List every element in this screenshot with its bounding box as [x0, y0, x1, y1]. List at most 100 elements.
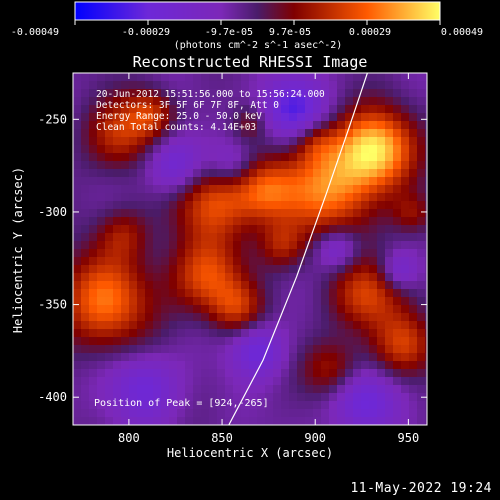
heatmap-cell [97, 169, 106, 178]
heatmap-cell [353, 209, 362, 218]
heatmap-cell [129, 217, 138, 226]
heatmap-cell [385, 329, 394, 338]
heatmap-cell [161, 201, 170, 210]
heatmap-cell [89, 321, 98, 330]
heatmap-cell [89, 153, 98, 162]
heatmap-cell [193, 169, 202, 178]
colorbar-unit-label: (photons cm^-2 s^-1 asec^-2) [174, 40, 343, 51]
heatmap-cell [193, 289, 202, 298]
heatmap-cell [97, 129, 106, 138]
heatmap-cell [217, 401, 226, 410]
heatmap-cell [185, 97, 194, 106]
heatmap-cell [329, 265, 338, 274]
heatmap-cell [353, 193, 362, 202]
heatmap-cell [401, 313, 410, 322]
heatmap-cell [401, 329, 410, 338]
heatmap-cell [161, 361, 170, 370]
heatmap-cell [329, 105, 338, 114]
heatmap-cell [185, 273, 194, 282]
footer-timestamp: 11-May-2022 19:24 [350, 481, 492, 496]
heatmap-cell [225, 249, 234, 258]
heatmap-cell [121, 345, 130, 354]
heatmap-cell [353, 177, 362, 186]
heatmap-cell [289, 353, 298, 362]
heatmap-cell [393, 217, 402, 226]
heatmap-cell [113, 385, 122, 394]
heatmap-cell [121, 369, 130, 378]
heatmap-cell [249, 265, 258, 274]
heatmap-cell [353, 265, 362, 274]
heatmap-cell [73, 401, 82, 410]
heatmap-cell [137, 281, 146, 290]
heatmap-cell [265, 337, 274, 346]
heatmap-cell [225, 297, 234, 306]
heatmap-cell [169, 145, 178, 154]
heatmap-cell [417, 225, 426, 234]
heatmap-cell [321, 273, 330, 282]
heatmap-cell [73, 337, 82, 346]
heatmap-cell [409, 97, 418, 106]
heatmap-cell [217, 361, 226, 370]
heatmap-cell [369, 385, 378, 394]
heatmap-cell [305, 201, 314, 210]
heatmap-cell [137, 161, 146, 170]
heatmap-cell [401, 409, 410, 418]
heatmap-cell [289, 273, 298, 282]
heatmap-cell [129, 313, 138, 322]
heatmap-cell [345, 345, 354, 354]
heatmap-cell [129, 177, 138, 186]
heatmap-cell [137, 265, 146, 274]
heatmap-cell [241, 289, 250, 298]
heatmap-cell [233, 97, 242, 106]
heatmap-cell [289, 201, 298, 210]
heatmap-cell [321, 177, 330, 186]
heatmap-cell [361, 273, 370, 282]
heatmap-cell [129, 97, 138, 106]
heatmap-cell [217, 297, 226, 306]
heatmap-cell [97, 361, 106, 370]
heatmap-cell [217, 89, 226, 98]
heatmap-cell [369, 233, 378, 242]
heatmap-cell [105, 177, 114, 186]
heatmap-cell [385, 81, 394, 90]
heatmap-cell [425, 321, 427, 330]
heatmap-cell [209, 217, 218, 226]
heatmap-cell [217, 393, 226, 402]
heatmap-cell [161, 289, 170, 298]
heatmap-cell [153, 249, 162, 258]
heatmap-cell [97, 297, 106, 306]
x-axis-tick-label: 950 [398, 431, 420, 445]
heatmap-cell [353, 121, 362, 130]
heatmap-cell [353, 313, 362, 322]
heatmap-cell [401, 377, 410, 386]
heatmap-cell [169, 217, 178, 226]
heatmap-cell [185, 121, 194, 130]
heatmap-cell [113, 281, 122, 290]
heatmap-cell [281, 185, 290, 194]
heatmap-cell [193, 361, 202, 370]
heatmap-cell [249, 313, 258, 322]
annotation-total-counts: Clean Total counts: 4.14E+03 [96, 122, 256, 133]
heatmap-cell [97, 233, 106, 242]
heatmap-cell [201, 337, 210, 346]
heatmap-cell [337, 169, 346, 178]
heatmap-cell [353, 393, 362, 402]
heatmap-cell [353, 329, 362, 338]
heatmap-cell [289, 81, 298, 90]
heatmap-cell [249, 369, 258, 378]
heatmap-cell [321, 129, 330, 138]
heatmap-cell [145, 73, 154, 82]
heatmap-cell [305, 233, 314, 242]
heatmap-cell [329, 121, 338, 130]
heatmap-cell [185, 105, 194, 114]
heatmap-cell [129, 105, 138, 114]
heatmap-cell [281, 225, 290, 234]
heatmap-cell [81, 345, 90, 354]
heatmap-cell [297, 353, 306, 362]
heatmap-cell [321, 297, 330, 306]
heatmap-cell [265, 297, 274, 306]
heatmap-cell [185, 73, 194, 82]
heatmap-cell [281, 121, 290, 130]
heatmap-cell [89, 177, 98, 186]
heatmap-cell [273, 193, 282, 202]
